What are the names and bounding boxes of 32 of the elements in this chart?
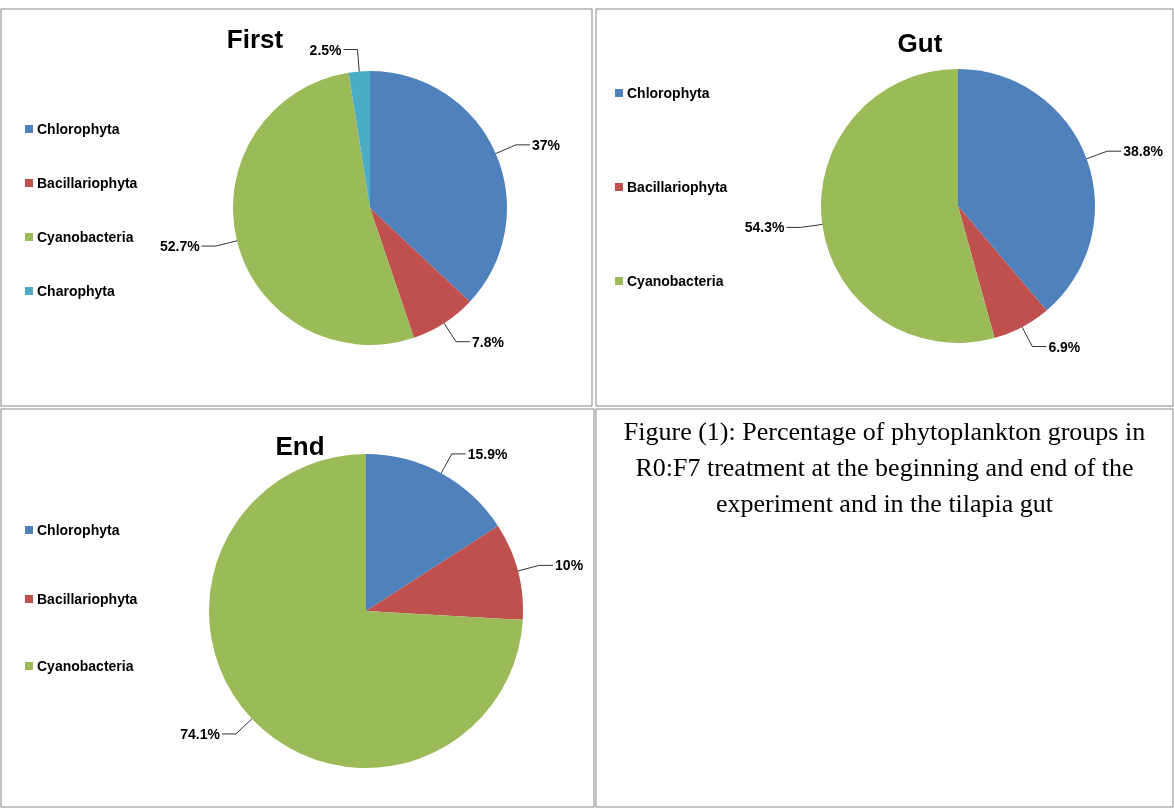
data-label: 2.5% (309, 41, 343, 58)
legend-label: Cyanobacteria (627, 273, 724, 289)
pie-slice (958, 206, 1047, 339)
chart-title: First (226, 24, 284, 54)
legend-label: Chlorophyta (37, 522, 120, 538)
data-label: 7.8% (472, 333, 505, 350)
pie-slice (958, 69, 1095, 311)
chart-title: Gut (897, 28, 943, 58)
data-label: 10% (555, 557, 584, 574)
legend-label: Bacillariophyta (37, 175, 138, 191)
pie-slice (348, 71, 370, 208)
data-label: 15.9% (467, 445, 508, 462)
pie-slice (370, 208, 470, 338)
data-label: 52.7% (159, 238, 201, 255)
pie-slice (821, 69, 995, 343)
data-label: 37% (531, 136, 561, 153)
legend-label: Bacillariophyta (627, 179, 728, 195)
data-label: 54.3% (744, 219, 785, 236)
text: Figure (1): Percentage of phytoplankton groups in R0:F7 treatment at the beginning and end of the experiment and in the tilapia gut (623, 417, 1146, 518)
pie-slice (370, 71, 507, 302)
legend-label: Bacillariophyta (37, 591, 138, 607)
data-label: 38.8% (1123, 143, 1164, 160)
pie-slice (366, 526, 523, 620)
legend-label: Cyanobacteria (37, 229, 134, 245)
chart-title: End (275, 431, 325, 461)
pie-slice (233, 72, 414, 345)
data-label: 6.9% (1048, 338, 1081, 355)
legend-label: Chlorophyta (37, 121, 120, 137)
data-label: 74.1% (180, 725, 221, 742)
legend-label: Charophyta (37, 283, 115, 299)
legend-label: Chlorophyta (627, 85, 710, 101)
legend-label: Cyanobacteria (37, 658, 134, 674)
